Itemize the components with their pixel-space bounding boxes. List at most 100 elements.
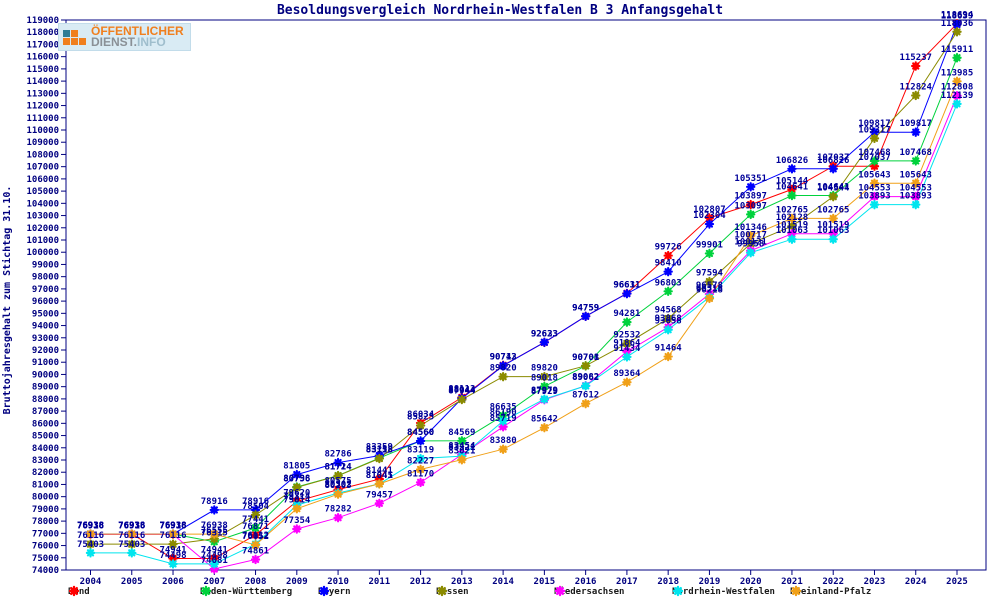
data-label: 87944 [448, 387, 476, 397]
data-label: 102765 [817, 205, 850, 215]
y-tick-label: 107000 [26, 163, 59, 173]
data-point-Niedersachsen [250, 554, 261, 565]
data-point-Nordrhein-Westfalen [168, 559, 178, 569]
site-logo: ÖFFENTLICHER DIENST.INFO [58, 23, 191, 51]
data-point-Nordrhein-Westfalen [539, 394, 550, 404]
data-point-Nordrhein-Westfalen [787, 234, 797, 244]
data-label: 86635 [490, 403, 517, 413]
data-label: 94759 [572, 303, 599, 313]
x-tick-label: 2025 [946, 577, 968, 587]
data-point-Niedersachsen [869, 191, 880, 202]
x-tick-label: 2007 [203, 577, 225, 587]
data-label: 98410 [655, 259, 682, 269]
data-label: 82227 [407, 456, 434, 466]
data-label: 87979 [531, 386, 558, 396]
data-label: 76916 [77, 521, 104, 531]
data-point-Rheinland-Pfalz [869, 178, 880, 188]
data-label: 76916 [159, 521, 186, 531]
data-point-Niedersachsen [498, 422, 508, 432]
data-label: 84569 [448, 428, 475, 438]
data-label: 100121 [734, 238, 767, 248]
x-tick-label: 2005 [121, 577, 143, 587]
data-label: 101063 [817, 226, 850, 236]
y-tick-label: 105000 [26, 187, 59, 197]
data-point-Rheinland-Pfalz [663, 351, 673, 362]
data-point-Bayern [498, 361, 508, 371]
y-tick-label: 88000 [32, 395, 59, 405]
data-point-Rheinland-Pfalz [952, 76, 962, 86]
data-label: 103893 [899, 192, 932, 202]
x-tick-label: 2017 [616, 577, 638, 587]
data-point-Hessen [869, 133, 880, 144]
data-point-Hessen [828, 191, 838, 202]
data-label: 94568 [655, 306, 682, 316]
data-label: 104553 [899, 184, 932, 194]
data-point-Rheinland-Pfalz [415, 464, 426, 475]
data-point-Bayern [415, 436, 426, 446]
data-label: 80756 [283, 474, 310, 484]
data-point-Bayern [663, 266, 673, 277]
x-tick-label: 2014 [492, 577, 514, 587]
data-point-Bund [374, 474, 385, 484]
data-label: 76916 [118, 521, 145, 531]
data-label: 76938 [118, 521, 145, 531]
x-tick-label: 2020 [740, 577, 762, 587]
data-label: 88044 [448, 385, 476, 395]
data-label: 105144 [776, 176, 809, 186]
data-label: 80203 [325, 481, 352, 491]
data-label: 87612 [572, 391, 599, 401]
data-point-Niedersachsen [622, 346, 632, 357]
data-label: 96611 [613, 281, 640, 291]
legend-label: Baden-Württemberg [200, 587, 293, 597]
data-point-Niedersachsen [333, 512, 343, 523]
data-label: 106826 [817, 156, 850, 166]
data-label: 103097 [734, 201, 767, 211]
x-tick-label: 2018 [657, 577, 679, 587]
data-label: 76938 [118, 521, 145, 531]
data-point-Baden-Württemberg [952, 53, 962, 63]
data-label: 76116 [77, 531, 104, 541]
data-label: 76938 [201, 521, 228, 531]
data-point-Niedersachsen [374, 498, 385, 509]
data-point-Baden-Württemberg [704, 248, 715, 259]
data-label: 89820 [490, 364, 517, 374]
data-point-Rheinland-Pfalz [168, 529, 178, 539]
data-label: 74861 [242, 546, 269, 556]
data-point-Baden-Württemberg [787, 190, 797, 201]
data-label: 92623 [531, 329, 558, 339]
data-label: 112824 [899, 82, 932, 92]
y-tick-label: 112000 [26, 102, 59, 112]
y-tick-label: 74000 [32, 566, 59, 576]
data-label: 103897 [734, 192, 767, 202]
data-label: 83321 [448, 443, 475, 453]
data-label: 107468 [899, 148, 932, 158]
data-label: 79457 [366, 490, 393, 500]
data-label: 94759 [572, 303, 599, 313]
data-point-Hessen [539, 371, 550, 382]
x-tick-label: 2012 [410, 577, 432, 587]
chart-legend: Bund Baden-Württemberg Bayern Hessen Nieders… [0, 585, 1000, 600]
data-point-Hessen [952, 27, 962, 37]
data-label: 90701 [572, 353, 599, 363]
data-point-Hessen [622, 338, 632, 349]
y-tick-label: 106000 [26, 175, 59, 185]
data-point-Hessen [374, 453, 385, 464]
data-point-Rheinland-Pfalz [704, 293, 715, 304]
y-tick-label: 79000 [32, 505, 59, 515]
data-point-Hessen [292, 482, 302, 493]
data-label: 76938 [159, 521, 186, 531]
data-point-Hessen [127, 539, 137, 549]
data-label: 96578 [696, 281, 723, 291]
y-tick-label: 91000 [32, 358, 59, 368]
data-point-Niedersachsen [292, 524, 302, 534]
data-point-Hessen [168, 539, 178, 549]
data-label: 89018 [531, 373, 558, 383]
data-label: 85719 [490, 414, 517, 424]
data-label: 84560 [407, 428, 434, 438]
logo-line1: ÖFFENTLICHER [91, 24, 184, 38]
data-label: 105351 [734, 174, 767, 184]
data-label: 86034 [407, 410, 435, 420]
data-point-Bayern [828, 164, 838, 174]
data-label: 74941 [201, 545, 228, 555]
y-tick-label: 75000 [32, 554, 59, 564]
